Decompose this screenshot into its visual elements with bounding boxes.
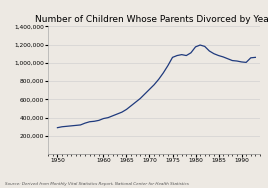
Text: Source: Derived from Monthly Vital Statistics Report, National Center for Health: Source: Derived from Monthly Vital Stati… bbox=[5, 182, 189, 186]
Title: Number of Children Whose Parents Divorced by Year: Number of Children Whose Parents Divorce… bbox=[35, 15, 268, 24]
